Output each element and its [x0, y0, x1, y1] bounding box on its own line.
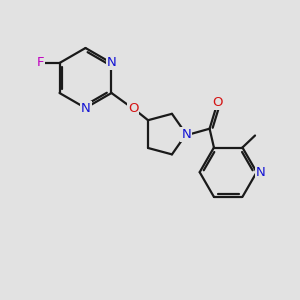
Text: N: N [81, 102, 91, 115]
Text: O: O [128, 102, 138, 115]
Text: N: N [256, 166, 266, 179]
Text: N: N [181, 128, 191, 141]
Text: O: O [212, 96, 223, 110]
Text: N: N [107, 56, 117, 69]
Text: F: F [36, 56, 44, 70]
